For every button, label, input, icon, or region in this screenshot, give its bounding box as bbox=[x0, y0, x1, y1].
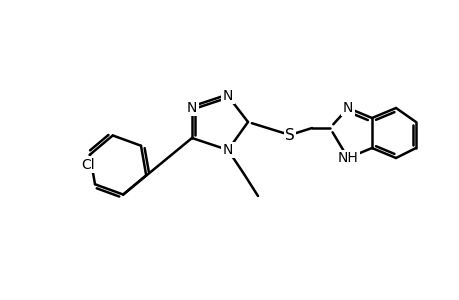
Text: NH: NH bbox=[337, 151, 358, 165]
Text: N: N bbox=[222, 89, 233, 103]
Text: N: N bbox=[186, 101, 197, 115]
Text: N: N bbox=[222, 143, 233, 157]
Text: Cl: Cl bbox=[81, 158, 95, 172]
Text: S: S bbox=[285, 128, 294, 142]
Text: N: N bbox=[342, 101, 353, 115]
